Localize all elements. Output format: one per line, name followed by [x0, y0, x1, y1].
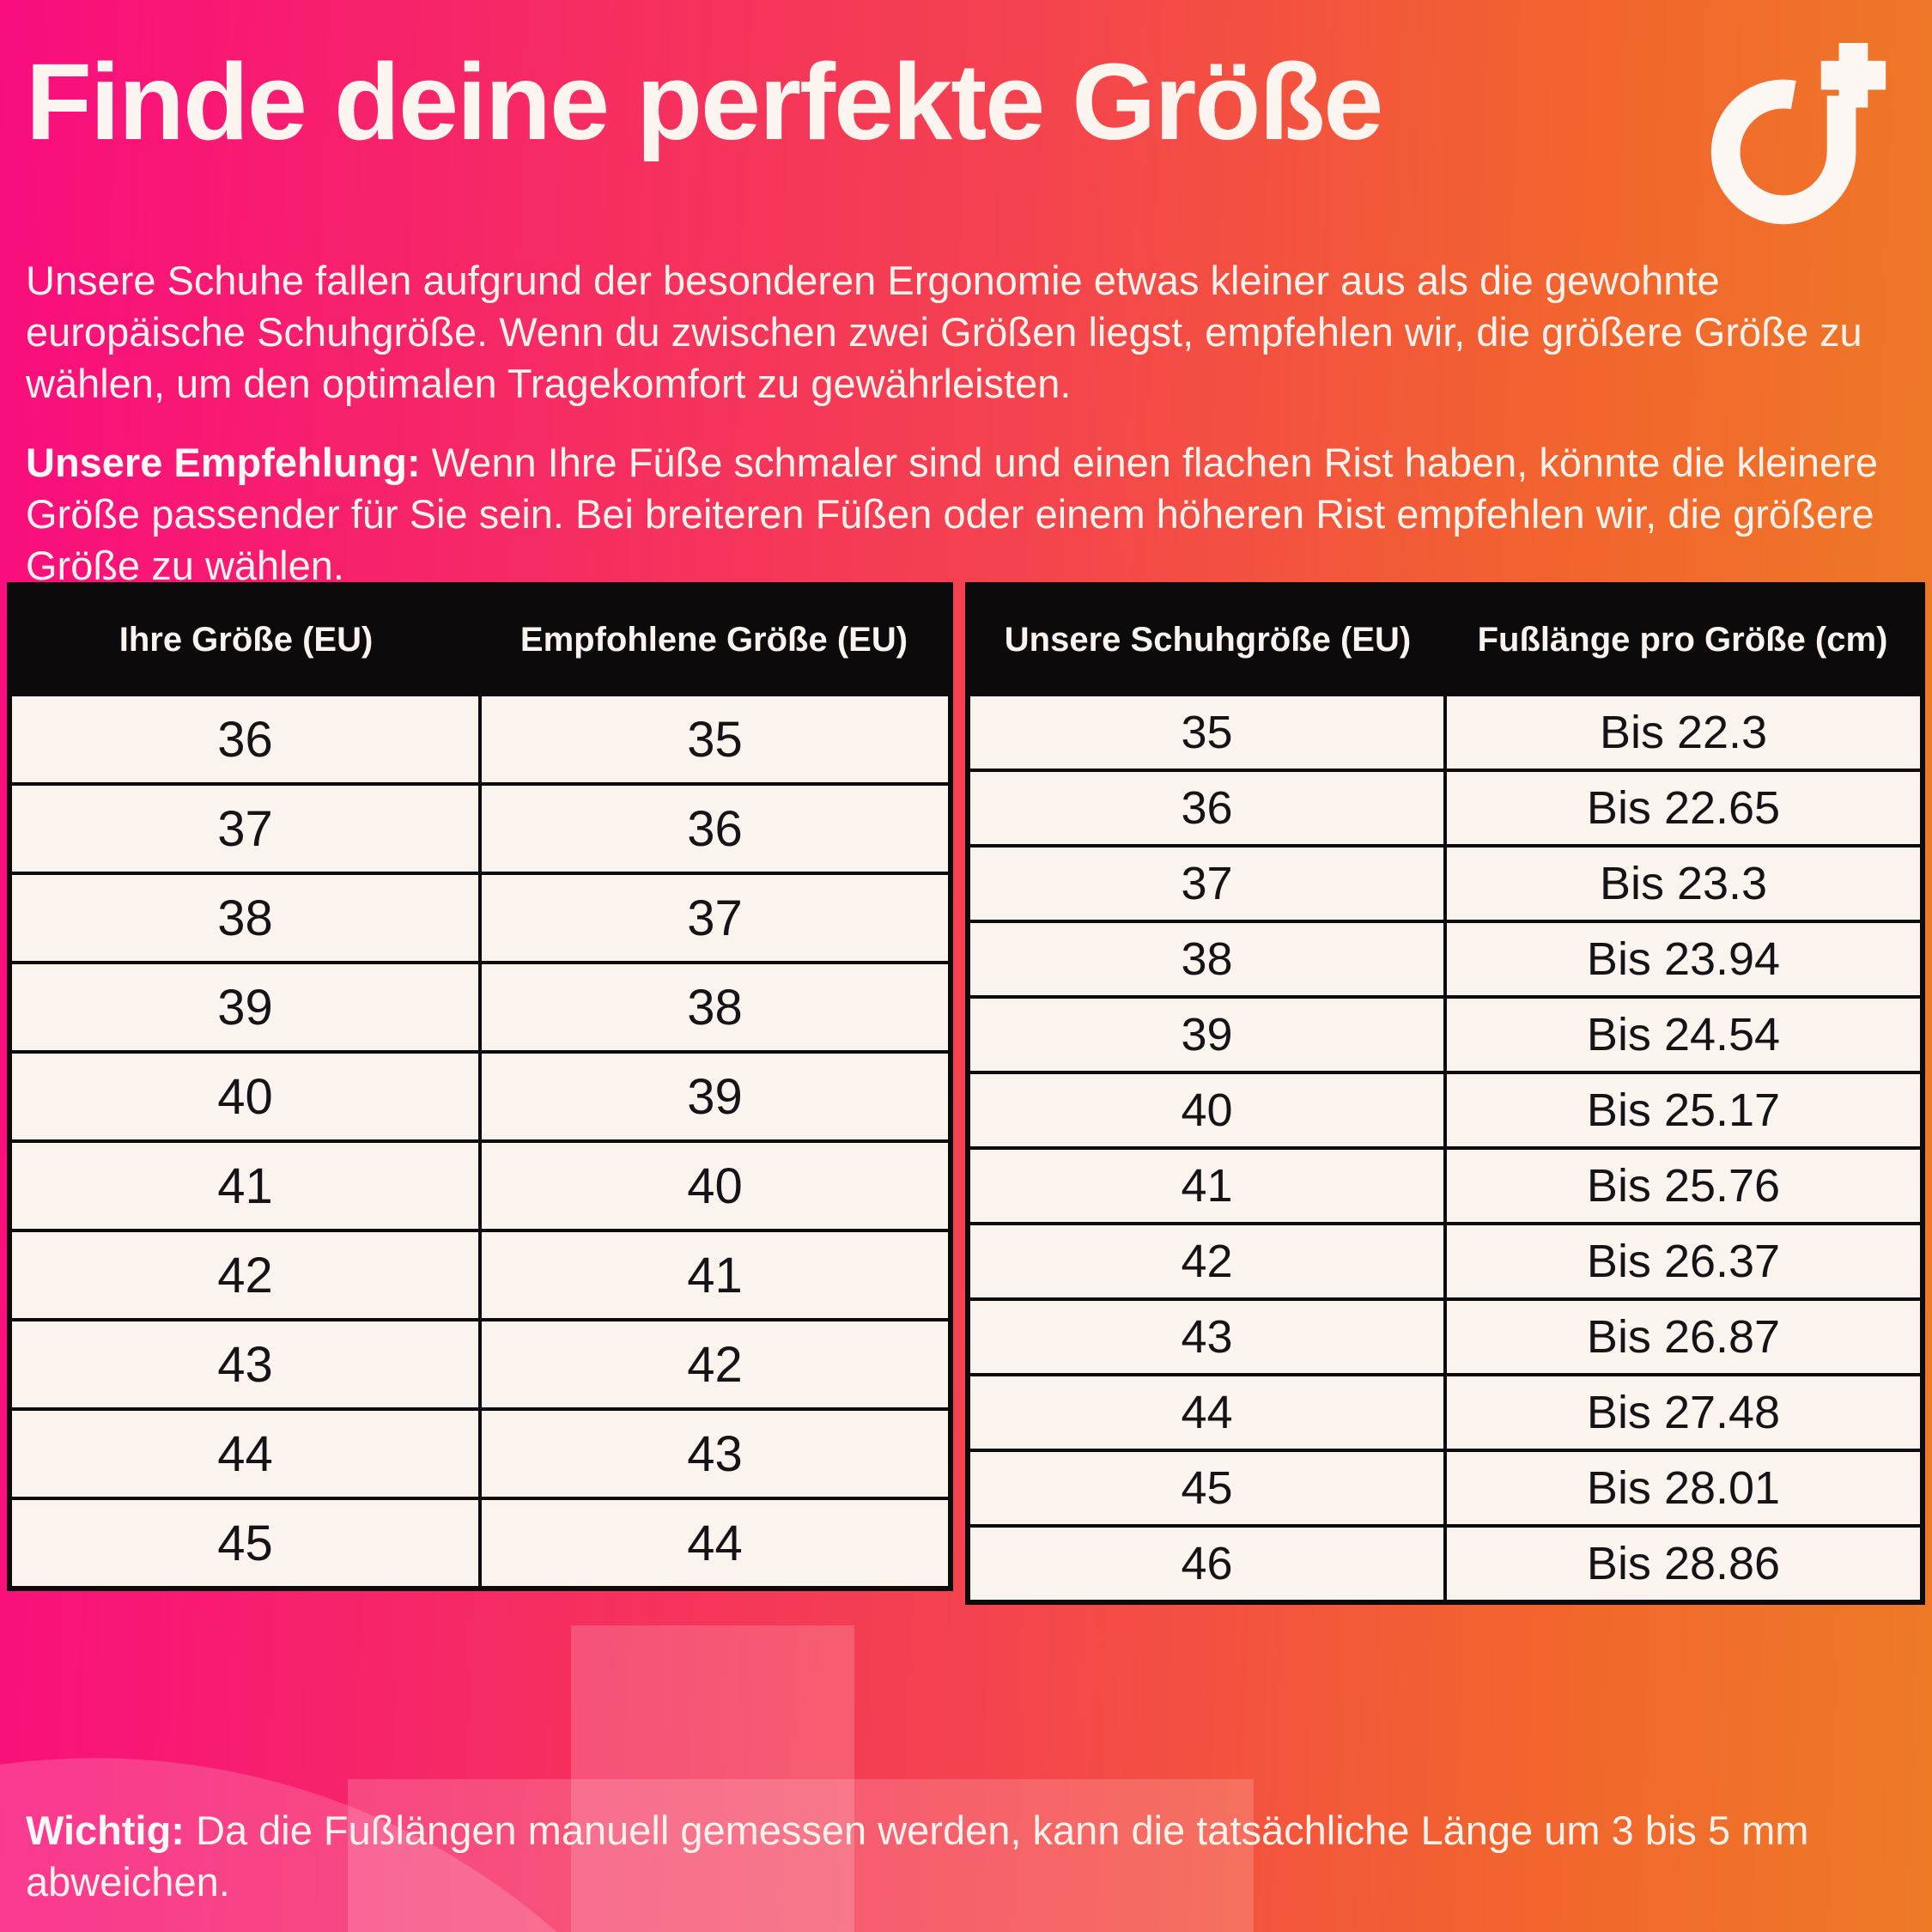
table-cell: 35 [966, 693, 1447, 772]
foot-length-table: Unsere Schuhgröße (EU) Fußlänge pro Größ… [965, 582, 1925, 1605]
table-cell: 43 [966, 1297, 1447, 1376]
table-row: 45 44 [8, 1497, 952, 1590]
table-cell: 44 [478, 1497, 952, 1590]
recommendation-label: Unsere Empfehlung: [26, 440, 421, 485]
table-row: 42 Bis 26.37 [966, 1222, 1924, 1301]
table-cell: 39 [966, 995, 1447, 1074]
table-cell: 44 [8, 1407, 482, 1500]
recommendation-paragraph: Unsere Empfehlung: Wenn Ihre Füße schmal… [26, 437, 1911, 592]
table-cell: Bis 25.76 [1443, 1146, 1924, 1225]
table-row: 45 Bis 28.01 [966, 1449, 1924, 1528]
table-cell: Bis 28.01 [1443, 1449, 1924, 1528]
table-row: 41 Bis 25.76 [966, 1146, 1924, 1225]
table-row: 43 42 [8, 1318, 952, 1411]
table-row: 38 Bis 23.94 [966, 920, 1924, 999]
table-row: 44 43 [8, 1407, 952, 1500]
table-cell: 42 [8, 1229, 482, 1321]
size-conversion-table-header: Ihre Größe (EU) Empfohlene Größe (EU) [9, 585, 951, 695]
table-cell: Bis 26.37 [1443, 1222, 1924, 1301]
table-cell: 40 [478, 1139, 952, 1232]
column-header-your-size: Ihre Größe (EU) [9, 585, 480, 695]
table-row: 37 36 [8, 782, 952, 875]
table-cell: 38 [966, 920, 1447, 999]
page-title: Finde deine perfekte Größe [26, 41, 1383, 162]
table-row: 35 Bis 22.3 [966, 693, 1924, 772]
note-label: Wichtig: [26, 1807, 185, 1853]
table-cell: 38 [478, 961, 952, 1054]
table-row: 39 Bis 24.54 [966, 995, 1924, 1074]
o-plus-logo-icon [1710, 43, 1886, 225]
table-cell: 42 [966, 1222, 1447, 1301]
table-cell: 36 [966, 769, 1447, 848]
table-cell: 39 [478, 1050, 952, 1143]
table-row: 44 Bis 27.48 [966, 1373, 1924, 1452]
table-row: 39 38 [8, 961, 952, 1054]
table-cell: 38 [8, 872, 482, 964]
table-row: 43 Bis 26.87 [966, 1297, 1924, 1376]
table-cell: Bis 26.87 [1443, 1297, 1924, 1376]
table-row: 38 37 [8, 872, 952, 964]
column-header-foot-length: Fußlänge pro Größe (cm) [1445, 585, 1923, 695]
foot-length-table-header: Unsere Schuhgröße (EU) Fußlänge pro Größ… [968, 585, 1923, 695]
table-cell: 45 [8, 1497, 482, 1590]
table-cell: 41 [8, 1139, 482, 1232]
table-cell: 41 [478, 1229, 952, 1321]
table-cell: 37 [8, 782, 482, 875]
table-cell: Bis 24.54 [1443, 995, 1924, 1074]
table-row: 36 35 [8, 693, 952, 786]
note-paragraph: Wichtig: Da die Fußlängen manuell gemess… [26, 1805, 1911, 1908]
table-cell: 46 [966, 1524, 1447, 1604]
table-cell: 36 [8, 693, 482, 786]
table-cell: 43 [8, 1318, 482, 1411]
table-cell: 35 [478, 693, 952, 786]
column-header-our-shoe-size: Unsere Schuhgröße (EU) [968, 585, 1445, 695]
recommendation-text: Wenn Ihre Füße schmaler sind und einen f… [26, 440, 1878, 588]
note-text: Da die Fußlängen manuell gemessen werden… [26, 1807, 1809, 1905]
table-cell: Bis 25.17 [1443, 1071, 1924, 1150]
table-cell: 40 [966, 1071, 1447, 1150]
table-cell: 45 [966, 1449, 1447, 1528]
table-row: 36 Bis 22.65 [966, 769, 1924, 848]
table-row: 42 41 [8, 1229, 952, 1321]
table-cell: Bis 23.3 [1443, 844, 1924, 923]
table-cell: Bis 28.86 [1443, 1524, 1924, 1604]
column-header-recommended-size: Empfohlene Größe (EU) [480, 585, 951, 695]
table-cell: Bis 22.3 [1443, 693, 1924, 772]
table-cell: Bis 22.65 [1443, 769, 1924, 848]
size-conversion-table-body: 36 35 37 36 38 37 39 38 40 39 41 40 42 41 43 42 44 43 45 44 [8, 693, 952, 1590]
table-row: 41 40 [8, 1139, 952, 1232]
intro-paragraph: Unsere Schuhe fallen aufgrund der besond… [26, 258, 1862, 406]
table-cell: 37 [966, 844, 1447, 923]
table-row: 40 39 [8, 1050, 952, 1143]
foot-length-table-body: 35 Bis 22.3 36 Bis 22.65 37 Bis 23.3 38 Bis 23.… [966, 693, 1924, 1604]
table-cell: 37 [478, 872, 952, 964]
table-cell: Bis 23.94 [1443, 920, 1924, 999]
table-cell: 40 [8, 1050, 482, 1143]
table-row: 40 Bis 25.17 [966, 1071, 1924, 1150]
table-cell: 43 [478, 1407, 952, 1500]
table-row: 37 Bis 23.3 [966, 844, 1924, 923]
tables-section: Ihre Größe (EU) Empfohlene Größe (EU) 36… [7, 582, 1925, 1605]
table-cell: 41 [966, 1146, 1447, 1225]
table-cell: 42 [478, 1318, 952, 1411]
table-row: 46 Bis 28.86 [966, 1524, 1924, 1604]
size-conversion-table: Ihre Größe (EU) Empfohlene Größe (EU) 36… [7, 582, 953, 1591]
table-cell: 36 [478, 782, 952, 875]
table-cell: 44 [966, 1373, 1447, 1452]
table-cell: Bis 27.48 [1443, 1373, 1924, 1452]
table-cell: 39 [8, 961, 482, 1054]
